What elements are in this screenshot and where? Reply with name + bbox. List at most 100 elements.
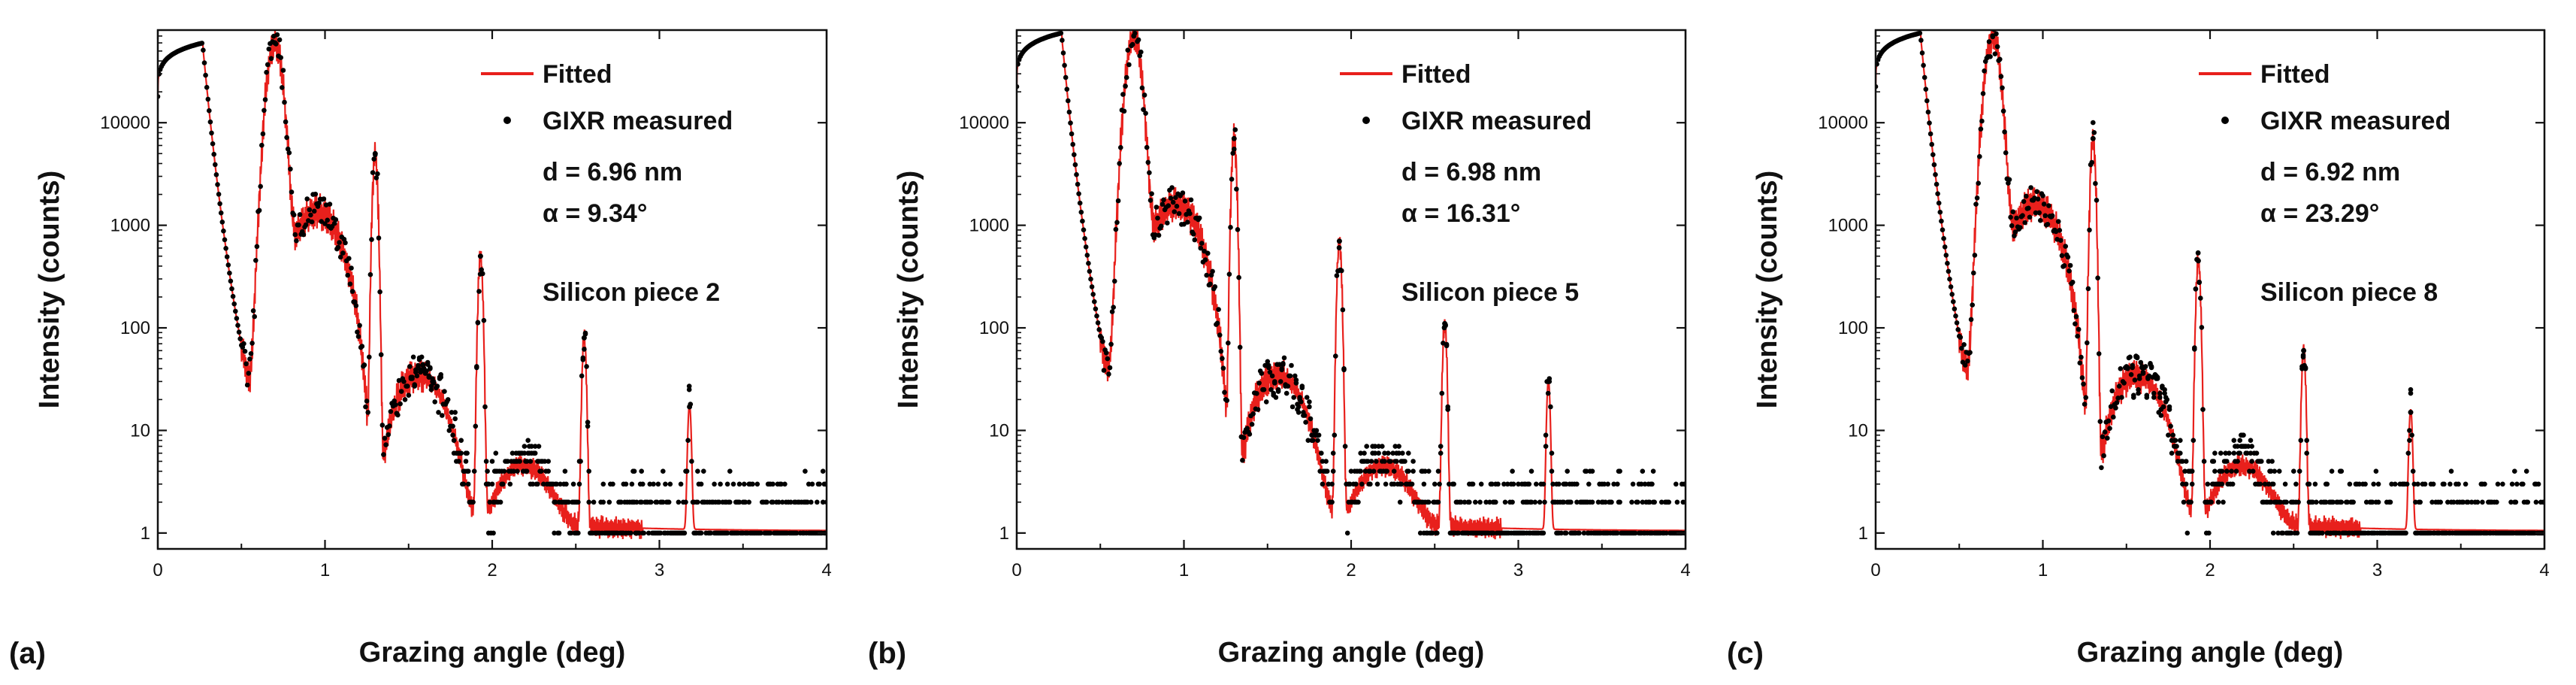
measured-point bbox=[1563, 481, 1569, 487]
measured-point bbox=[2041, 202, 2047, 207]
measured-point bbox=[1391, 481, 1397, 487]
measured-point bbox=[2079, 354, 2084, 360]
measured-point bbox=[1447, 481, 1452, 487]
measured-point bbox=[2336, 530, 2342, 536]
measured-point bbox=[1277, 379, 1283, 384]
measured-point bbox=[2022, 220, 2027, 226]
measured-point bbox=[304, 196, 310, 202]
measured-series bbox=[1876, 30, 2544, 536]
measured-point bbox=[1976, 180, 1981, 186]
measured-point bbox=[296, 222, 301, 228]
measured-point bbox=[727, 468, 733, 474]
measured-point bbox=[346, 256, 352, 262]
measured-point bbox=[215, 182, 220, 187]
measured-point bbox=[1629, 499, 1634, 505]
measured-point bbox=[264, 69, 269, 75]
measured-point bbox=[2065, 254, 2071, 260]
measured-point bbox=[1281, 355, 1287, 361]
measured-point bbox=[1462, 499, 1468, 505]
y-tick-label: 10 bbox=[130, 420, 150, 441]
measured-point bbox=[345, 272, 351, 278]
measured-point bbox=[2495, 481, 2501, 487]
measured-point bbox=[1372, 450, 1378, 456]
measured-point bbox=[1217, 332, 1223, 338]
measured-point bbox=[1563, 530, 1569, 536]
measured-point bbox=[2090, 135, 2096, 141]
legend-measured-swatch bbox=[503, 117, 511, 124]
measured-point bbox=[1129, 41, 1135, 47]
measured-point bbox=[470, 499, 476, 505]
measured-point bbox=[307, 207, 313, 213]
measured-point bbox=[541, 481, 546, 487]
measured-point bbox=[1674, 499, 1680, 505]
measured-point bbox=[585, 420, 591, 425]
measured-point bbox=[489, 481, 495, 487]
measured-point bbox=[1409, 481, 1415, 487]
measured-point bbox=[367, 354, 372, 360]
measured-point bbox=[1990, 33, 1996, 39]
measured-point bbox=[335, 244, 341, 250]
measured-point bbox=[500, 481, 506, 487]
x-axis-label: Grazing angle (deg) bbox=[359, 637, 626, 668]
panel-letter: (a) bbox=[9, 637, 46, 670]
measured-point bbox=[333, 217, 339, 223]
measured-point bbox=[682, 530, 688, 536]
measured-point bbox=[1556, 481, 1562, 487]
measured-point bbox=[1147, 170, 1152, 175]
measured-point bbox=[1198, 245, 1204, 251]
measured-point bbox=[1236, 274, 1241, 280]
measured-point bbox=[2430, 481, 2436, 487]
measured-point bbox=[1540, 481, 1547, 487]
measured-point bbox=[2125, 365, 2130, 371]
measured-point bbox=[249, 341, 255, 346]
measured-point bbox=[473, 423, 479, 429]
measured-point bbox=[2128, 371, 2134, 377]
x-tick-label: 2 bbox=[487, 560, 497, 580]
measured-point bbox=[2057, 228, 2063, 233]
measured-point bbox=[1159, 223, 1164, 229]
measured-point bbox=[1060, 38, 1065, 43]
measured-point bbox=[2387, 499, 2393, 505]
measured-point bbox=[1187, 211, 1193, 217]
measured-point bbox=[1918, 38, 1924, 43]
measured-point bbox=[1988, 54, 1993, 59]
measured-point bbox=[2055, 219, 2061, 224]
measured-point bbox=[529, 444, 534, 449]
measured-point bbox=[1937, 209, 1943, 215]
measured-point bbox=[1589, 499, 1595, 505]
measured-point bbox=[1617, 499, 1622, 505]
measured-point bbox=[718, 481, 723, 487]
annotation-sample: Silicon piece 8 bbox=[2260, 278, 2438, 307]
measured-point bbox=[530, 481, 536, 487]
measured-point bbox=[2310, 499, 2315, 505]
measured-point bbox=[2294, 530, 2300, 536]
measured-point bbox=[1549, 468, 1555, 474]
measured-point bbox=[2330, 499, 2336, 505]
fitted-series-line bbox=[1017, 30, 1686, 540]
measured-point bbox=[2012, 229, 2018, 235]
measured-point bbox=[1384, 468, 1389, 474]
measured-point bbox=[2237, 450, 2242, 456]
measured-point bbox=[365, 410, 371, 415]
measured-point bbox=[2347, 481, 2353, 487]
measured-point bbox=[1982, 68, 1987, 74]
measured-point bbox=[1068, 120, 1073, 126]
measured-point bbox=[1106, 371, 1111, 377]
measured-point bbox=[736, 481, 742, 487]
measured-point bbox=[2373, 468, 2379, 474]
measured-point bbox=[436, 410, 441, 415]
measured-point bbox=[667, 481, 673, 487]
measured-point bbox=[1992, 51, 1998, 56]
measured-point bbox=[369, 237, 374, 242]
measured-point bbox=[1442, 320, 1448, 326]
y-tick-label: 10000 bbox=[959, 113, 1009, 133]
measured-point bbox=[2533, 499, 2539, 505]
measured-point bbox=[2301, 347, 2307, 353]
measured-point bbox=[1986, 39, 1992, 44]
measured-point bbox=[1528, 468, 1534, 474]
measured-point bbox=[2302, 365, 2308, 371]
measured-point bbox=[1376, 450, 1381, 456]
measured-point bbox=[229, 286, 234, 292]
measured-point bbox=[1955, 327, 1961, 332]
measured-point bbox=[1941, 235, 1946, 241]
